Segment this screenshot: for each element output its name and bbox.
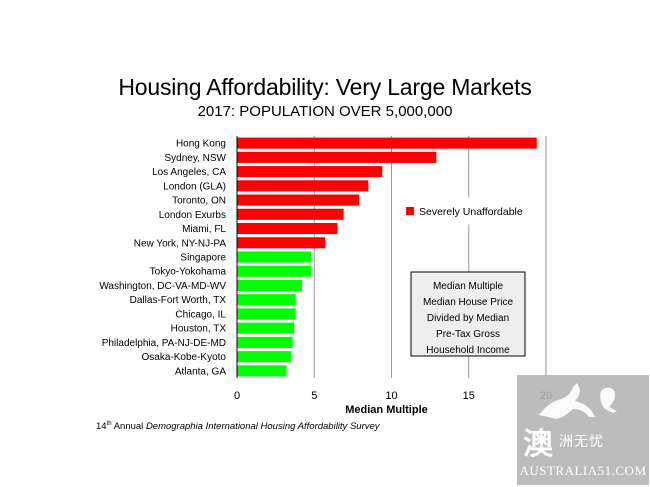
- bar: [237, 166, 383, 178]
- category-label: Singapore: [180, 253, 226, 264]
- category-label: Osaka-Kobe-Kyoto: [142, 352, 227, 363]
- category-label: Atlanta, GA: [175, 366, 226, 377]
- x-axis-label: Median Multiple: [345, 404, 428, 416]
- bar: [237, 194, 360, 206]
- category-label: London Exurbs: [159, 210, 226, 221]
- bar: [237, 265, 312, 277]
- category-label: Washington, DC-VA-MD-WV: [99, 281, 226, 292]
- category-label: Hong Kong: [176, 139, 226, 150]
- legend-swatch: [406, 207, 414, 215]
- kangaroo-icon: [539, 383, 617, 419]
- annotation-line-3: Divided by Median: [427, 313, 509, 324]
- watermark: 澳 洲无忧 AUSTRALIA51.COM: [517, 375, 649, 485]
- category-label: Dallas-Fort Worth, TX: [130, 295, 227, 306]
- bar: [237, 180, 369, 192]
- category-label: Los Angeles, CA: [152, 167, 226, 178]
- category-labels: Hong Kong Sydney, NSW Los Angeles, CA Londo…: [99, 139, 226, 378]
- footnote: 14th Annual Demographia International Ho…: [96, 421, 380, 432]
- legend-label: Severely Unaffordable: [419, 206, 523, 218]
- footnote-survey-name: Demographia International Housing Afford…: [145, 421, 380, 433]
- bar: [237, 308, 296, 320]
- bar: [237, 294, 296, 306]
- bar: [237, 336, 293, 348]
- x-tick-label: 5: [311, 390, 317, 402]
- watermark-cn-small: 洲无忧: [559, 434, 604, 450]
- bar: [237, 208, 344, 220]
- bar: [237, 222, 338, 235]
- watermark-url: AUSTRALIA51.COM: [519, 463, 647, 478]
- footnote-edition: 14: [96, 421, 107, 433]
- category-label: Sydney, NSW: [165, 153, 227, 164]
- annotation-box: Median Multiple Median House Price Divid…: [410, 271, 526, 357]
- category-label: Miami, FL: [182, 224, 226, 235]
- category-label: Chicago, IL: [175, 309, 226, 320]
- x-tick-labels: 05101520: [234, 390, 552, 402]
- bars: [237, 137, 537, 377]
- chart-title: Housing Affordability: Very Large Market…: [118, 74, 532, 100]
- annotation-line-2: Median House Price: [423, 297, 513, 308]
- category-label: Houston, TX: [171, 324, 227, 335]
- x-tick-label: 0: [234, 390, 240, 402]
- annotation-line-5: Household Income: [426, 345, 510, 356]
- x-tick-label: 15: [463, 390, 475, 402]
- annotation-line-1: Median Multiple: [433, 281, 503, 292]
- bar: [237, 151, 437, 163]
- category-label: New York, NY-NJ-PA: [134, 238, 227, 249]
- category-label: Toronto, ON: [172, 196, 226, 207]
- footnote-prefix: Annual: [111, 421, 146, 433]
- bar: [237, 365, 287, 377]
- bar: [237, 251, 312, 263]
- legend: Severely Unaffordable: [399, 197, 537, 225]
- bar: [237, 322, 295, 334]
- category-label: Tokyo-Yokohama: [150, 267, 227, 278]
- bar: [237, 137, 537, 149]
- bar: [237, 351, 292, 363]
- annotation-line-4: Pre-Tax Gross: [436, 329, 500, 340]
- x-tick-label: 10: [385, 390, 397, 402]
- bar: [237, 237, 326, 249]
- category-label: Philadelphia, PA-NJ-DE-MD: [102, 338, 226, 349]
- watermark-cn-big: 澳: [523, 427, 553, 462]
- chart-subtitle: 2017: POPULATION OVER 5,000,000: [197, 103, 453, 120]
- bar: [237, 279, 302, 292]
- footnote-edition-suffix: th: [106, 421, 112, 427]
- category-label: London (GLA): [163, 181, 226, 192]
